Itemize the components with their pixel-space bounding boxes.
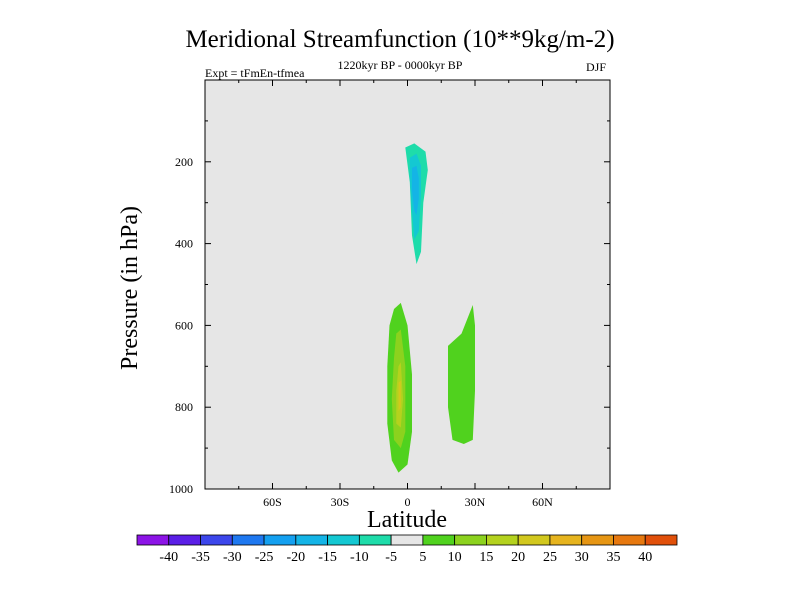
colorbar-label: 35 xyxy=(606,550,620,565)
x-tick-label: 60S xyxy=(263,495,282,509)
x-tick-label: 30S xyxy=(331,495,350,509)
season-label: DJF xyxy=(586,60,607,74)
colorbar-label: 20 xyxy=(511,550,525,565)
y-tick-label: 600 xyxy=(175,318,193,332)
colorbar-box xyxy=(231,534,265,546)
colorbar-label: 25 xyxy=(543,550,557,565)
colorbar-label: 10 xyxy=(448,550,462,565)
colorbar-box xyxy=(644,534,678,546)
region-neg-core-20 xyxy=(412,165,419,215)
colorbar-box xyxy=(422,534,456,546)
colorbar-box xyxy=(454,534,487,546)
colorbar-label: 15 xyxy=(479,550,493,565)
colorbar-box xyxy=(517,534,551,546)
region-neg-sh-sliver xyxy=(245,309,248,350)
region-neg-sh-column xyxy=(362,182,376,416)
colorbar-label: -40 xyxy=(159,550,178,565)
region-neg-nh-column xyxy=(499,210,514,399)
colorbar-label: -20 xyxy=(286,550,305,565)
contour-regions xyxy=(245,137,514,473)
colorbar-label: -15 xyxy=(318,550,337,565)
colorbar-box xyxy=(358,534,392,546)
chart-title: Meridional Streamfunction (10**9kg/m-2) xyxy=(185,26,615,53)
colorbar-label: -25 xyxy=(255,550,274,565)
x-axis-label: Latitude xyxy=(367,507,447,533)
x-tick-label: 30N xyxy=(465,495,486,509)
colorbar-box xyxy=(136,534,170,546)
region-pos-nh-cell xyxy=(448,305,475,444)
axes: 200 400 600 800 1000 60S 30S 0 30N 60N xyxy=(169,79,611,509)
colorbar-box xyxy=(549,534,583,546)
y-tick-label: 1000 xyxy=(169,482,193,496)
x-tick-label: 60N xyxy=(532,495,553,509)
colorbar-box xyxy=(263,534,297,546)
y-tick-label: 400 xyxy=(175,237,193,251)
colorbar-label: -10 xyxy=(350,550,369,565)
period-label: 1220kyr BP - 0000kyr BP xyxy=(337,58,463,72)
colorbar-box xyxy=(295,534,328,546)
colorbar-label: 5 xyxy=(419,550,426,565)
colorbar-label: 40 xyxy=(638,550,652,565)
colorbar-label: -5 xyxy=(385,550,397,565)
y-tick-label: 200 xyxy=(175,155,193,169)
colorbar-label: 30 xyxy=(575,550,589,565)
colorbar-label: -35 xyxy=(191,550,210,565)
region-pos-sh-cell-20 xyxy=(398,380,401,412)
colorbar-box xyxy=(200,534,233,546)
y-tick-label: 800 xyxy=(175,400,193,414)
colorbar-box xyxy=(390,534,424,546)
x-tick-label: 0 xyxy=(405,495,411,509)
y-axis-label: Pressure (in hPa) xyxy=(117,206,143,370)
colorbar: -40 -35 -30 -25 -20 -15 -10 -5 5 10 15 20 25 30 35 40 xyxy=(136,534,678,565)
colorbar-label: -30 xyxy=(223,550,242,565)
colorbar-box xyxy=(168,534,201,546)
colorbar-box xyxy=(327,534,360,546)
colorbar-box xyxy=(613,534,646,546)
colorbar-box xyxy=(581,534,614,546)
experiment-label: Expt = tFmEn-tfmea xyxy=(205,66,305,80)
colorbar-box xyxy=(486,534,519,546)
